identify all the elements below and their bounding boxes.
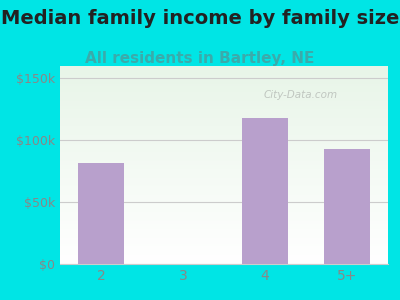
Text: All residents in Bartley, NE: All residents in Bartley, NE	[85, 51, 315, 66]
Bar	[78, 163, 124, 264]
Bar	[242, 118, 288, 264]
Text: City-Data.com: City-Data.com	[263, 90, 338, 100]
Bar	[324, 149, 370, 264]
Text: Median family income by family size: Median family income by family size	[1, 9, 399, 28]
